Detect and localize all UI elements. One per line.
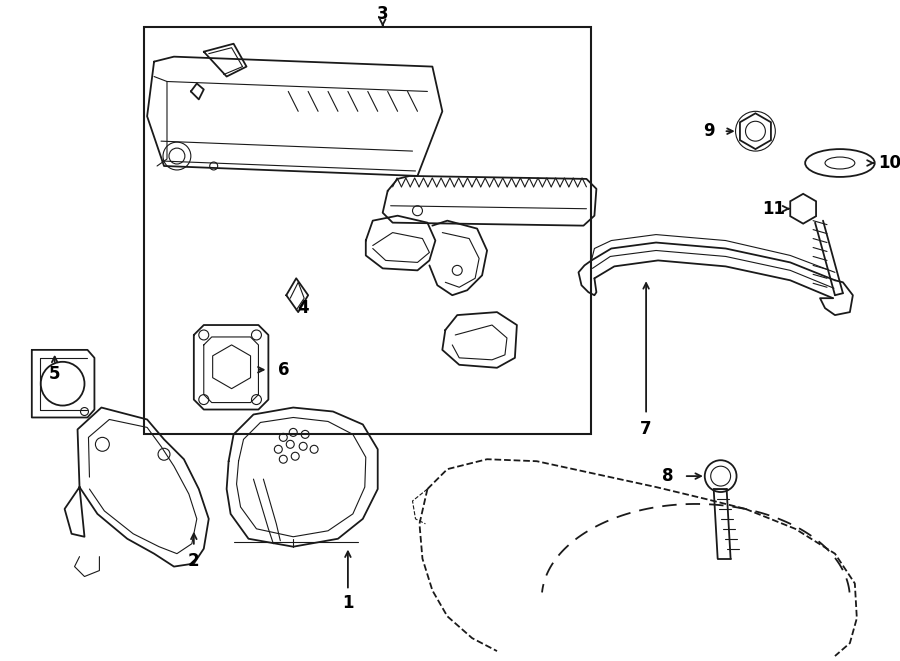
Text: 8: 8 [662,467,674,485]
Text: 6: 6 [277,361,289,379]
Text: 4: 4 [297,299,309,317]
Text: 3: 3 [377,5,389,23]
Text: 2: 2 [188,552,200,570]
Text: 7: 7 [640,420,652,438]
Text: 9: 9 [703,122,715,140]
Bar [144,27,591,434]
Text: 1: 1 [342,594,354,612]
Text: 10: 10 [878,154,900,172]
Text: 11: 11 [761,200,785,217]
Text: 5: 5 [49,365,60,383]
